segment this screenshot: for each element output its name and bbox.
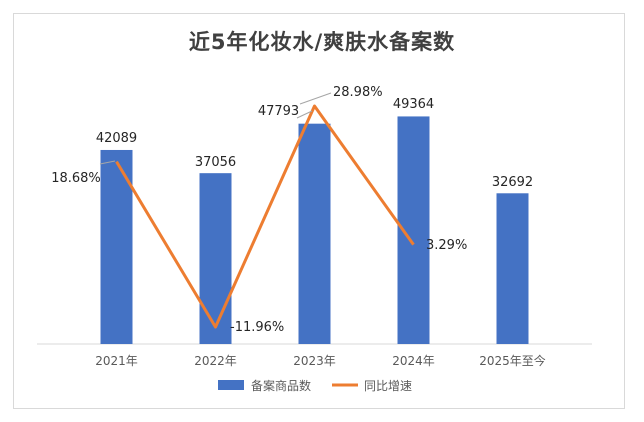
x-tick-label-1: 2021年: [95, 354, 138, 368]
line-data-label-1: 18.68%: [51, 171, 101, 186]
bar-data-label-4: 49364: [393, 97, 434, 112]
bar-data-label-3: 47793: [258, 104, 299, 119]
leader-line-1: [99, 160, 116, 165]
bar-data-label-1: 42089: [96, 131, 137, 146]
line-data-label-4: 3.29%: [426, 238, 467, 253]
x-tick-label-5: 2025年至今: [479, 353, 546, 368]
bar-5: [496, 193, 529, 344]
x-tick-label-2: 2022年: [194, 354, 237, 368]
chart-title: 近5年化妆水/爽肤水备案数: [188, 30, 456, 54]
legend-label-bars: 备案商品数: [251, 378, 311, 393]
bar-2: [199, 173, 232, 344]
x-tick-label-3: 2023年: [293, 354, 336, 368]
line-series-yoy: [115, 104, 415, 329]
bar-3: [298, 123, 331, 344]
bar-data-label-5: 32692: [492, 175, 533, 190]
leader-line-3: [299, 92, 332, 105]
bar-data-label-2: 37056: [195, 155, 236, 170]
leader-line-3b: [296, 110, 313, 119]
line-data-label-2: -11.96%: [230, 320, 284, 335]
x-tick-label-4: 2024年: [392, 354, 435, 368]
line-data-label-3: 28.98%: [333, 85, 383, 100]
legend-label-line: 同比增速: [364, 379, 412, 393]
legend-swatch-bars: [218, 380, 244, 390]
